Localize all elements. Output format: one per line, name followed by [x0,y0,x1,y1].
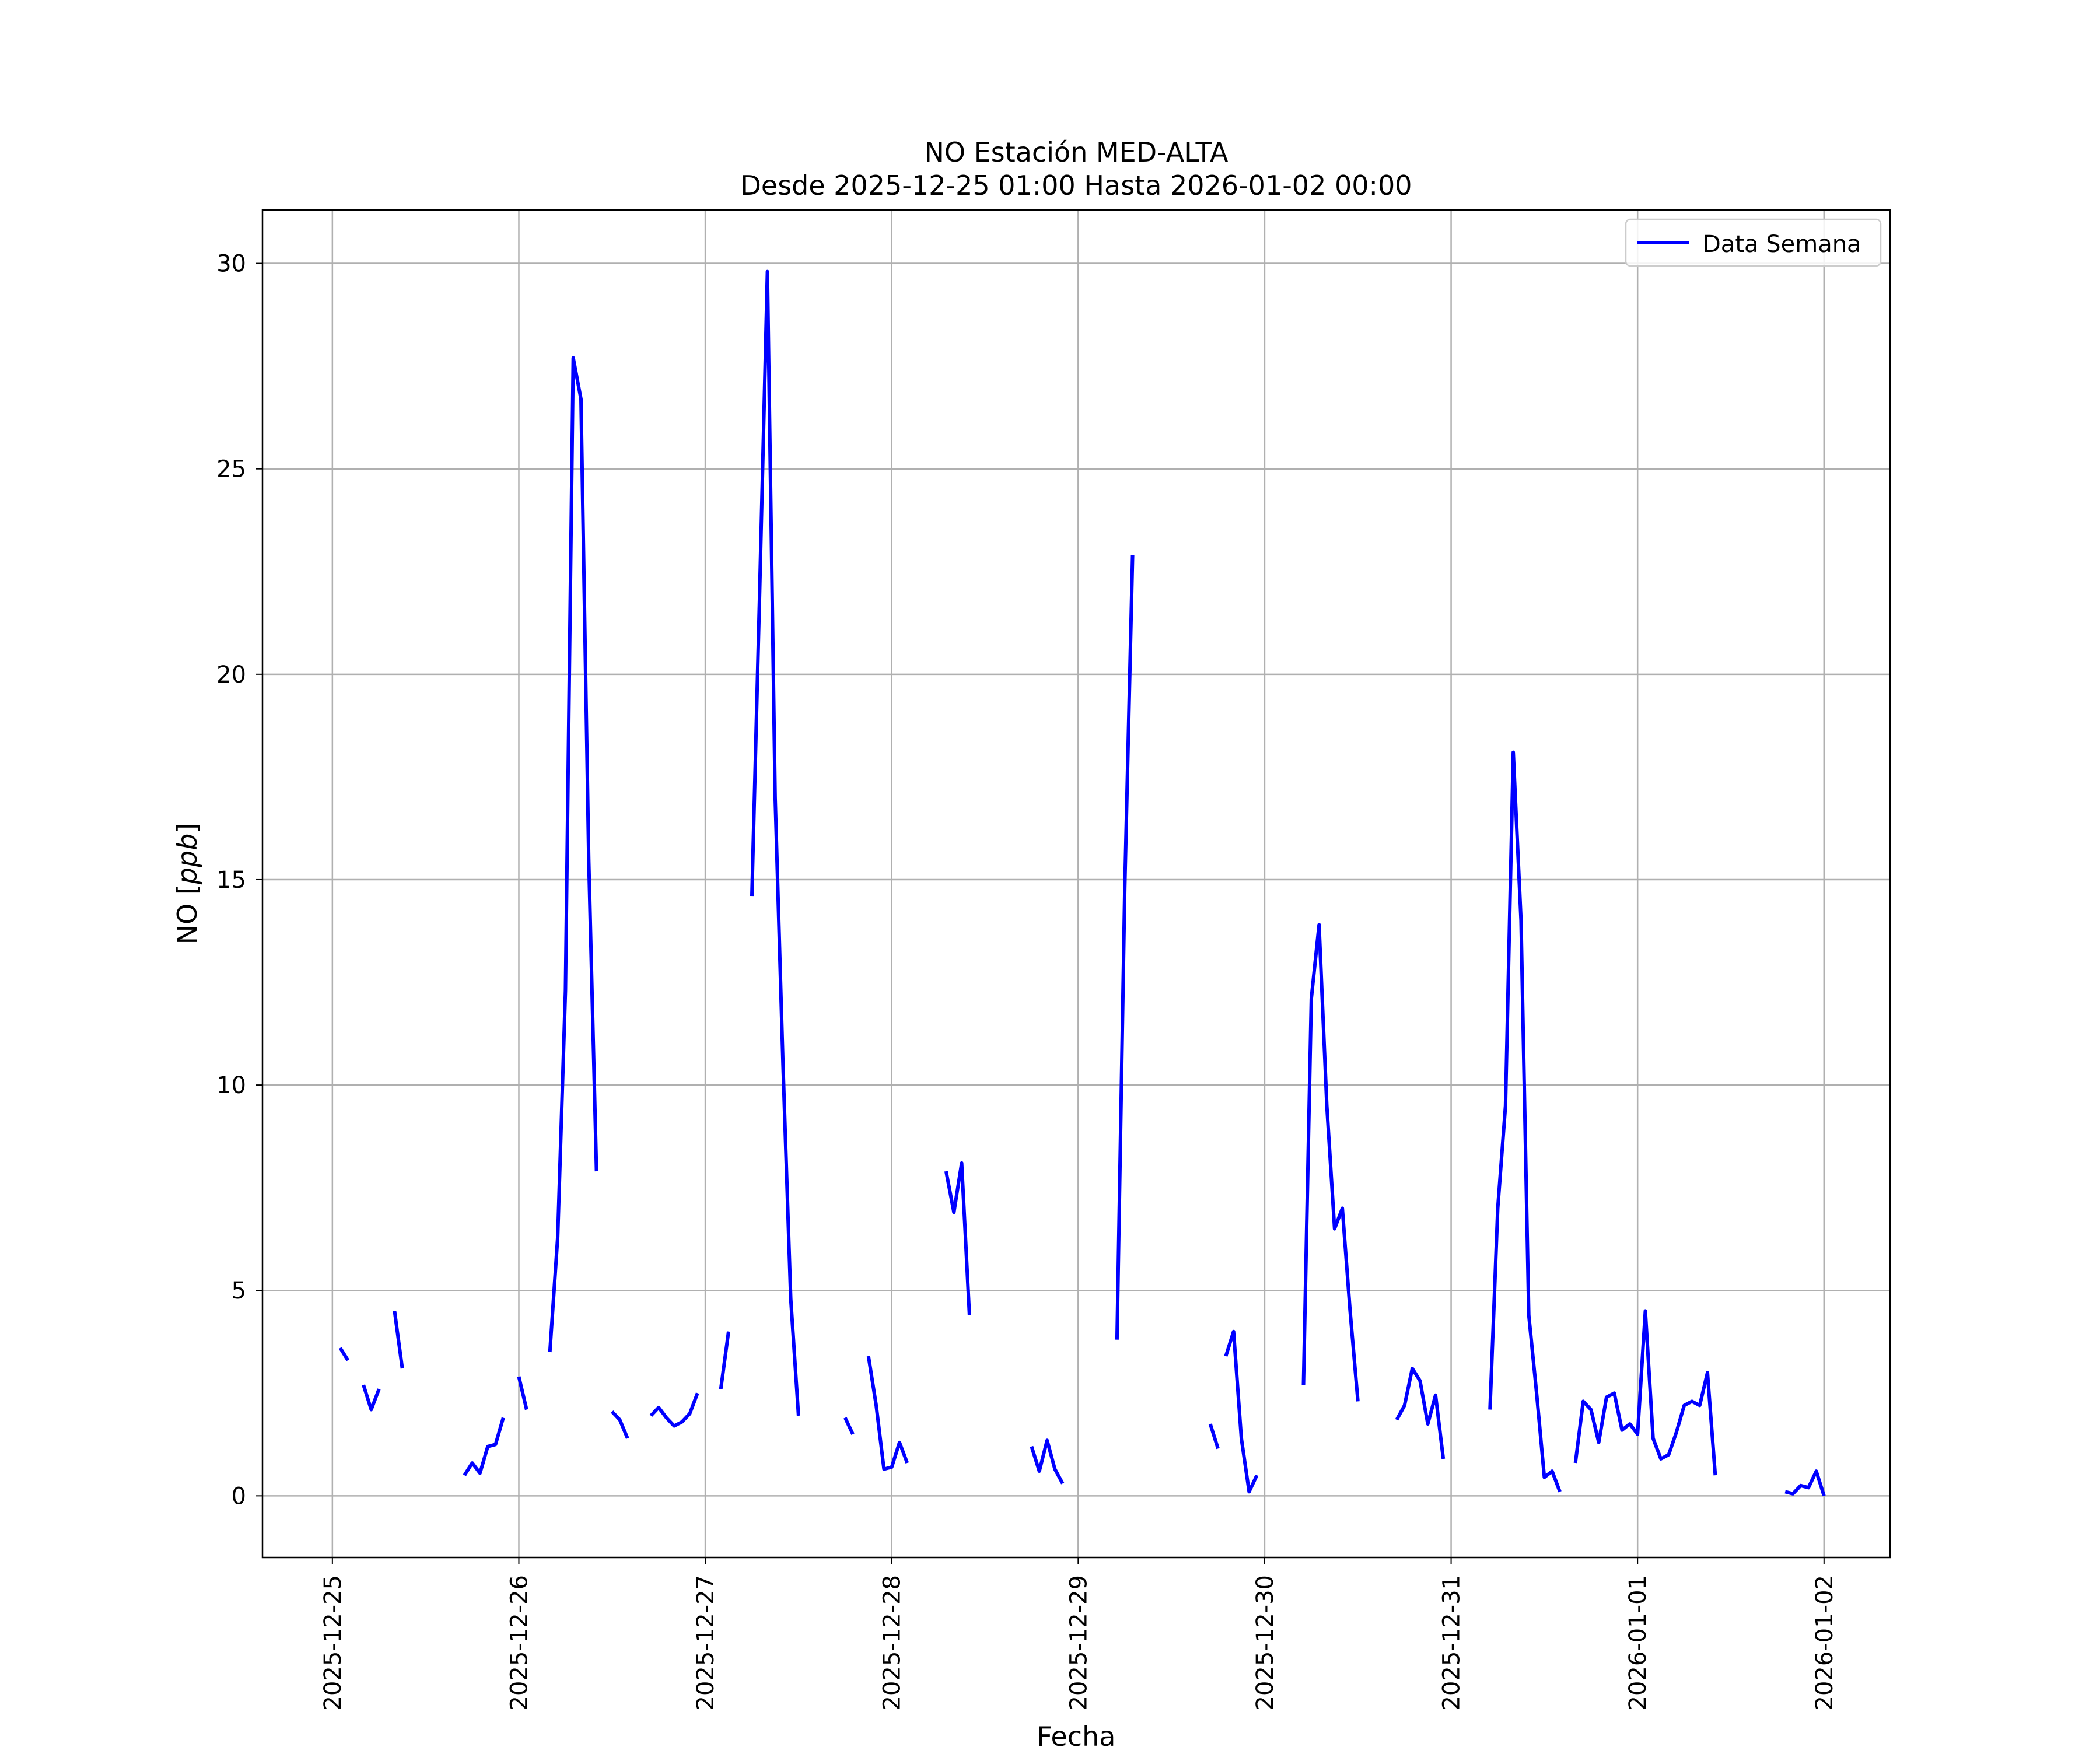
y-tick-label: 5 [232,1278,246,1304]
series-line-segment [1488,750,1562,1493]
series-line-segment [1395,1367,1446,1460]
x-tick-label: 2025-12-29 [1065,1575,1092,1710]
series-line-segment [611,1410,629,1439]
series-line-segment [719,1331,730,1390]
x-tick-label: 2025-12-28 [879,1575,906,1710]
x-tick-label: 2025-12-26 [506,1575,533,1710]
series-line-segment [1115,555,1135,1340]
y-tick-label: 15 [216,867,246,894]
x-tick-label: 2025-12-25 [320,1575,346,1710]
y-tick-label: 25 [216,456,246,483]
data-series [338,270,1826,1497]
series-line-segment [1784,1469,1826,1497]
series-line-segment [393,1310,404,1369]
y-tick-label: 20 [216,662,246,688]
grid-lines [262,210,1890,1558]
series-line-segment [1030,1438,1065,1485]
x-tick-label: 2025-12-30 [1252,1575,1279,1710]
y-axis-label-prefix: NO [ [172,884,203,944]
series-line-segment [649,1392,699,1428]
series-line-segment [463,1417,505,1476]
y-tick-label: 10 [216,1072,246,1099]
x-tick-label: 2026-01-02 [1811,1575,1838,1710]
legend-box [1625,218,1882,267]
series-line-segment [844,1417,855,1435]
legend: Data Semana [1625,218,1882,267]
x-tick-label: 2025-12-31 [1438,1575,1465,1710]
chart-title: NO Estación MED-ALTA [924,136,1228,168]
series-line-segment [944,1161,971,1315]
series-line-segment [1573,1309,1717,1476]
y-axis-label-suffix: ] [172,823,203,834]
series-line-segment [338,1347,350,1362]
y-tick-label: 30 [216,251,246,278]
series-line-segment [1301,923,1360,1402]
series-line-segment [750,270,800,1416]
series-line-segment [1224,1329,1259,1494]
plot-frame [261,209,1891,1559]
x-tick-label: 2025-12-27 [692,1575,719,1710]
y-axis-label-unit: ppb [172,834,203,886]
x-tick-label: 2026-01-01 [1625,1575,1651,1710]
axis-ticks: 2025-12-25 2025-12-26 2025-12-27 2025-12-28… [216,251,1838,1711]
series-line-segment [362,1384,381,1412]
series-line-segment [517,1376,528,1410]
chart-subtitle: Desde 2025-12-25 01:00 Hasta 2026-01-02 … [740,170,1412,201]
legend-label: Data Semana [1703,231,1861,258]
x-axis-label: Fecha [1037,1721,1116,1750]
y-tick-label: 0 [232,1483,246,1510]
series-line-segment [1208,1423,1220,1450]
series-line-segment [548,356,598,1353]
series-line-segment [866,1356,909,1471]
y-axis-label: NO [ppb] [172,823,203,945]
